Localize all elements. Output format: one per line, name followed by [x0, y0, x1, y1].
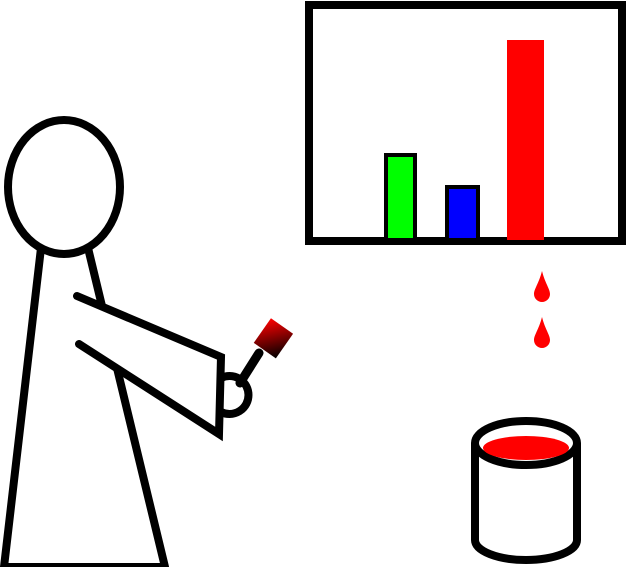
bucket-paint: [483, 436, 569, 460]
person-figure: [0, 116, 253, 567]
paintbrush-handle: [235, 348, 264, 388]
green-bar: [384, 153, 417, 242]
person-hand: [217, 372, 253, 418]
red-bar: [507, 40, 544, 240]
paint-drips: [534, 271, 550, 348]
paintbrush: [235, 318, 294, 388]
paint-drip: [534, 271, 550, 302]
paint-bucket: [471, 417, 581, 564]
bar-group: [384, 40, 544, 242]
person-head: [4, 116, 124, 258]
blue-bar: [445, 185, 480, 242]
paintbrush-bristles: [253, 318, 294, 359]
person-arm: [73, 292, 226, 442]
chart-canvas: [305, 1, 626, 245]
paint-drip: [534, 317, 550, 348]
bucket-body: [471, 443, 581, 564]
